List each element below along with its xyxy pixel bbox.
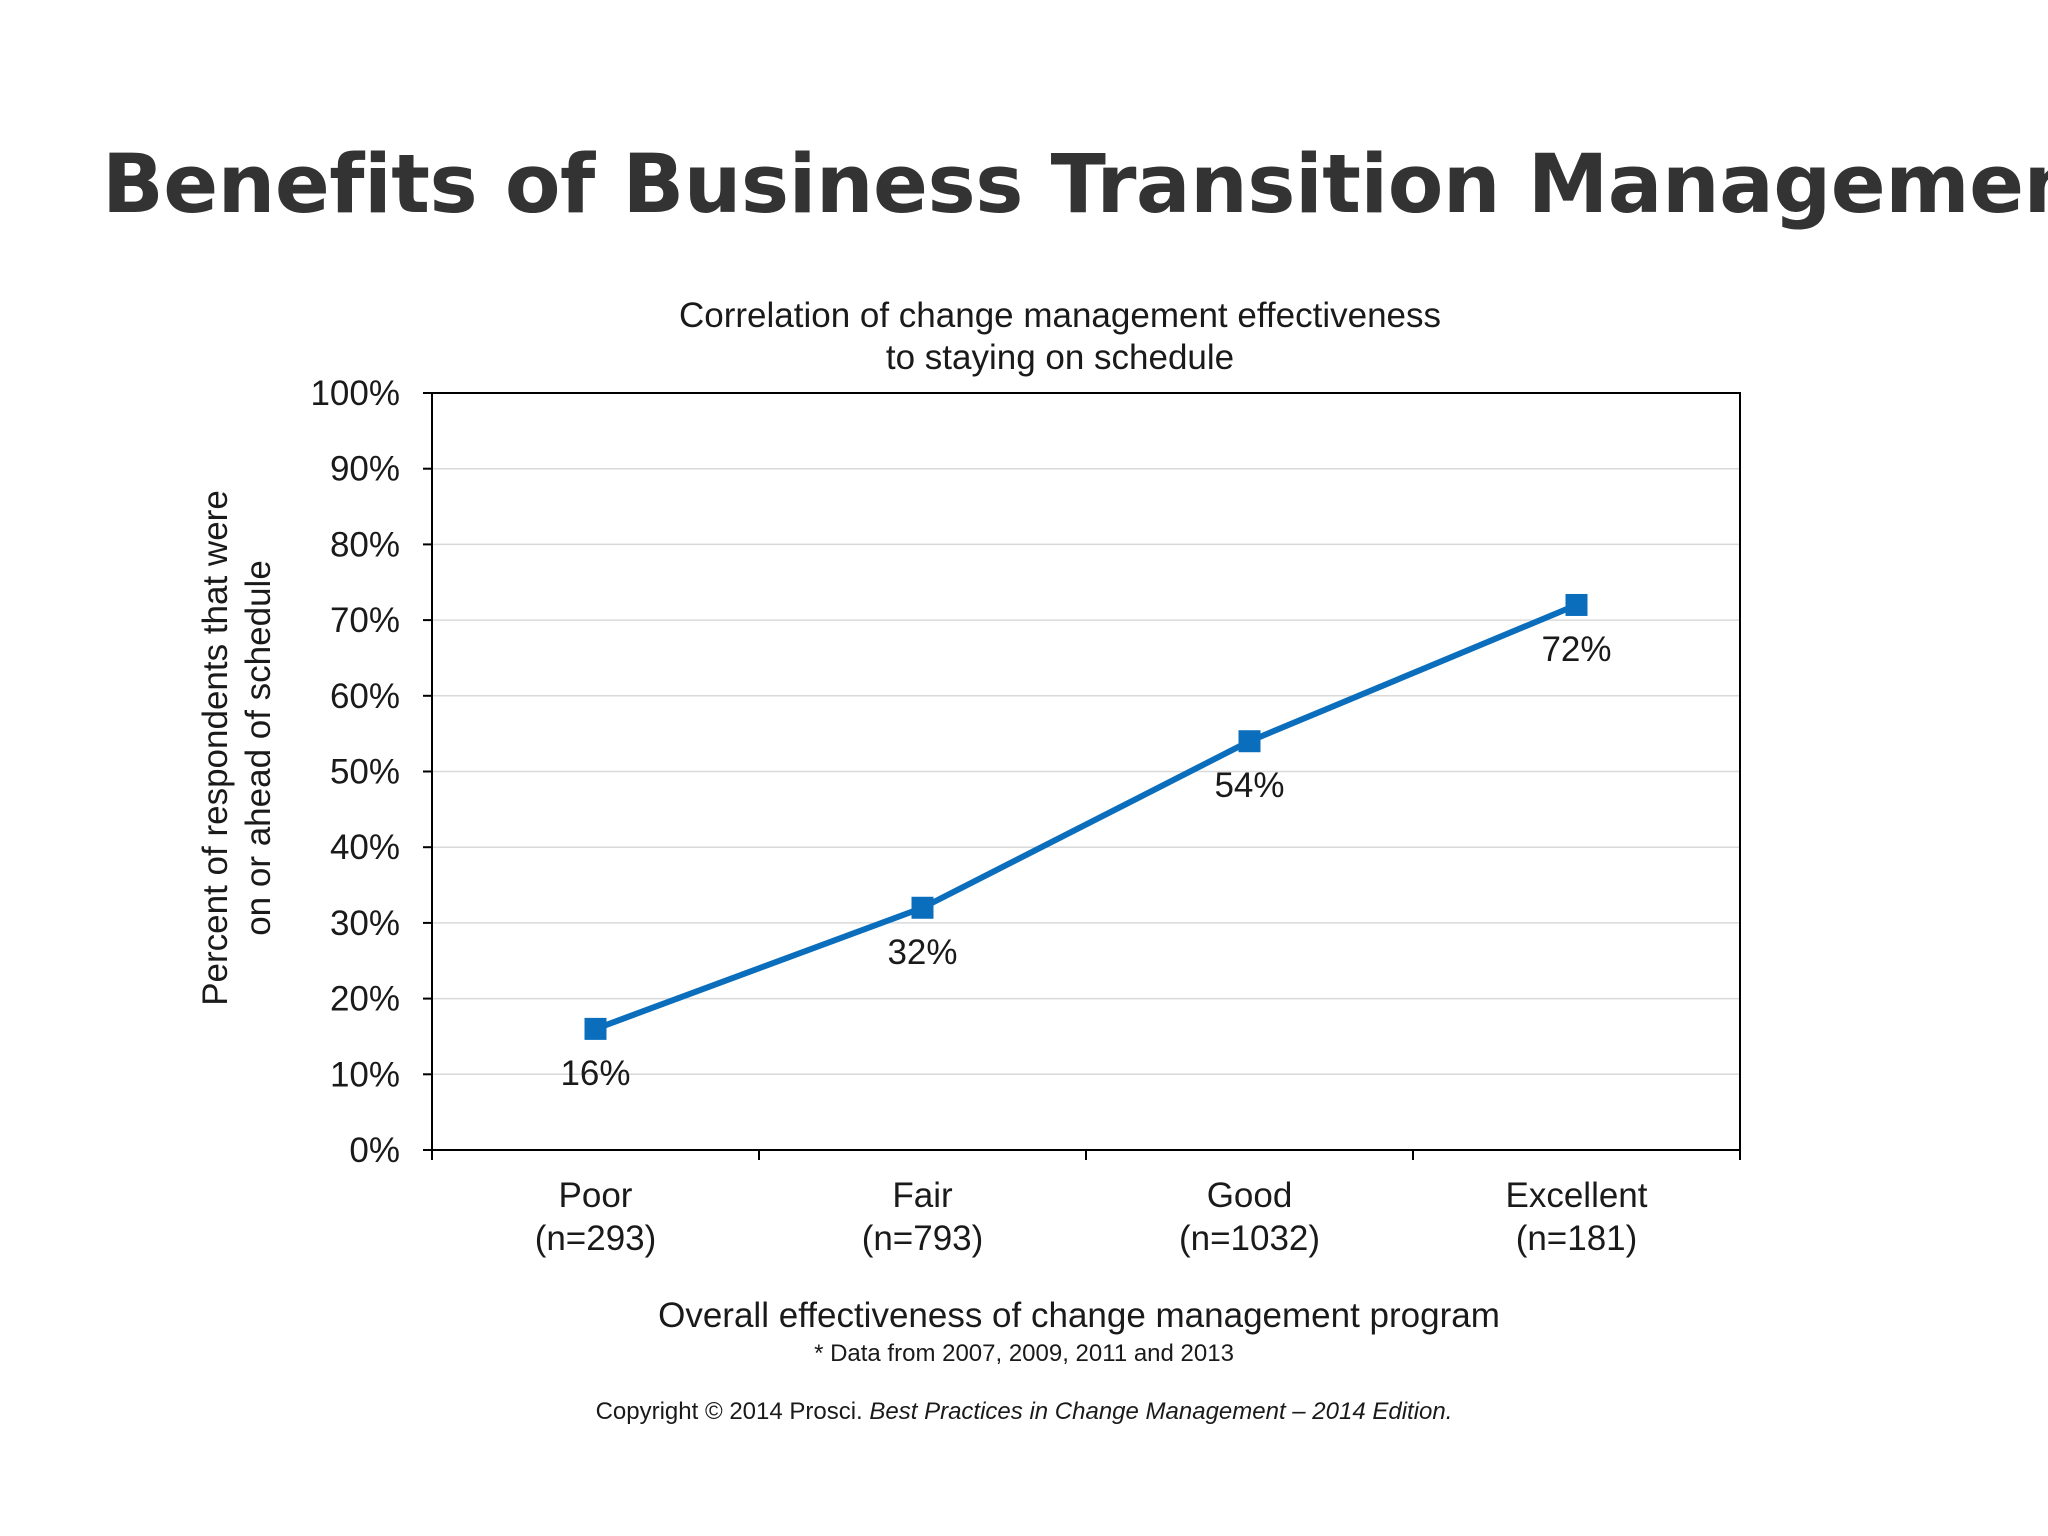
data-series: 16% 32% 54% 72% — [560, 593, 1612, 1093]
y-axis-title-line-1: Percent of respondents that were — [196, 490, 235, 1006]
x-category-label: Excellent — [1505, 1176, 1647, 1215]
x-category-label: Poor — [559, 1176, 633, 1215]
y-tick-label-0: 0% — [349, 1131, 400, 1170]
series-line — [594, 602, 1578, 1032]
x-category-count: (n=293) — [535, 1219, 657, 1258]
y-tick-label-50: 50% — [330, 753, 400, 792]
copyright-notice: Copyright © 2014 Prosci. Best Practices … — [0, 1398, 2048, 1426]
copyright-prefix: Copyright © 2014 Prosci. — [595, 1398, 870, 1425]
x-category-label: Good — [1207, 1176, 1293, 1215]
y-axis-ticks: 0% 10% 20% 30% 40% 50% 60% 70% 80% 90% 100% — [310, 374, 432, 1170]
data-point-marker — [584, 1017, 607, 1040]
y-tick-label-30: 30% — [330, 904, 400, 943]
x-category-count: (n=1032) — [1179, 1219, 1320, 1258]
data-label: 16% — [560, 1054, 630, 1093]
chart-footnote: * Data from 2007, 2009, 2011 and 2013 — [814, 1340, 1234, 1367]
y-tick-label-80: 80% — [330, 525, 400, 564]
y-axis-title-line-2: on or ahead of schedule — [239, 560, 278, 936]
x-axis-ticks: Poor (n=293) Fair (n=793) Good (n=1032) Excell… — [431, 1150, 1741, 1258]
y-tick-label-10: 10% — [330, 1055, 400, 1094]
y-tick-label-90: 90% — [330, 450, 400, 489]
x-category-count: (n=793) — [862, 1219, 984, 1258]
y-tick-label-60: 60% — [330, 677, 400, 716]
y-tick-label-20: 20% — [330, 980, 400, 1019]
y-tick-label-40: 40% — [330, 828, 400, 867]
chart-title-line-1: Correlation of change management effecti… — [679, 296, 1441, 335]
data-label: 72% — [1541, 630, 1611, 669]
data-point-marker — [1565, 593, 1588, 616]
x-axis-title: Overall effectiveness of change manageme… — [658, 1296, 1500, 1335]
data-label: 54% — [1214, 766, 1284, 805]
x-category-label: Fair — [892, 1176, 953, 1215]
data-point-marker — [911, 896, 934, 919]
y-tick-label-70: 70% — [330, 601, 400, 640]
data-point-marker — [1238, 730, 1261, 753]
axis-titles: Overall effectiveness of change manageme… — [196, 490, 1500, 1335]
data-label: 32% — [887, 933, 957, 972]
gridlines — [432, 467, 1740, 1076]
y-tick-label-100: 100% — [310, 374, 400, 413]
slide-title: Benefits of Business Transition Manageme… — [102, 138, 2048, 232]
x-category-count: (n=181) — [1516, 1219, 1638, 1258]
chart-title-line-2: to staying on schedule — [886, 338, 1234, 377]
copyright-publication: Best Practices in Change Management – 20… — [869, 1398, 1453, 1425]
chart-title: Correlation of change management effecti… — [679, 296, 1441, 377]
